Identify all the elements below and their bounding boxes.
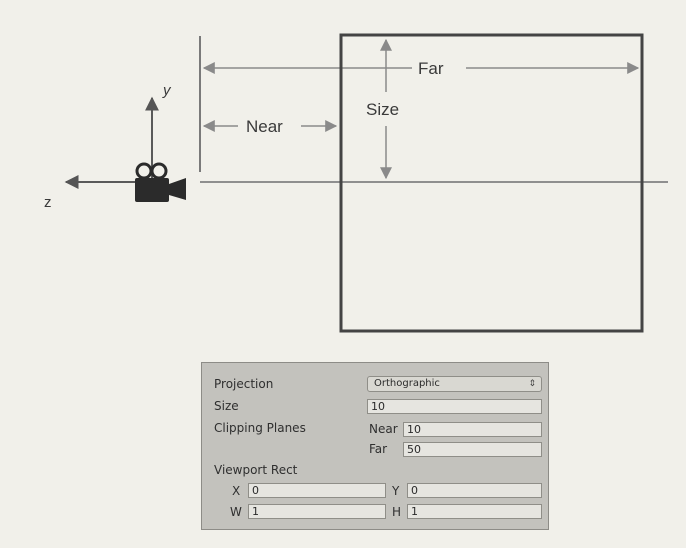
size-field[interactable]: 10 <box>367 399 542 414</box>
projection-label: Projection <box>214 377 274 391</box>
far-label: Far <box>369 442 388 456</box>
x-field[interactable]: 0 <box>248 483 386 498</box>
y-axis-label: y <box>162 82 172 99</box>
w-field[interactable]: 1 <box>248 504 386 519</box>
x-label: X <box>232 484 241 498</box>
y-field[interactable]: 0 <box>407 483 542 498</box>
size-label: Size <box>214 399 239 413</box>
near-label: Near <box>369 422 398 436</box>
w-label: W <box>230 505 242 519</box>
projection-value: Orthographic <box>374 378 440 389</box>
y-label: Y <box>392 484 400 498</box>
size-label: Size <box>366 100 399 119</box>
near-label: Near <box>246 117 283 136</box>
clipping-planes-label: Clipping Planes <box>214 421 306 435</box>
far-label: Far <box>418 59 444 78</box>
h-field[interactable]: 1 <box>407 504 542 519</box>
viewport-rect-label: Viewport Rect <box>214 463 298 477</box>
z-axis-label: z <box>44 194 52 211</box>
far-field[interactable]: 50 <box>403 442 542 457</box>
camera-inspector-panel: Projection Orthographic ⇕ Size 10 Clippi… <box>201 362 549 530</box>
near-field[interactable]: 10 <box>403 422 542 437</box>
movie-camera-icon <box>135 162 186 202</box>
h-label: H <box>392 505 402 519</box>
view-volume-box <box>339 33 644 333</box>
dropdown-arrows-icon: ⇕ <box>528 379 536 389</box>
projection-dropdown[interactable]: Orthographic ⇕ <box>367 376 542 392</box>
